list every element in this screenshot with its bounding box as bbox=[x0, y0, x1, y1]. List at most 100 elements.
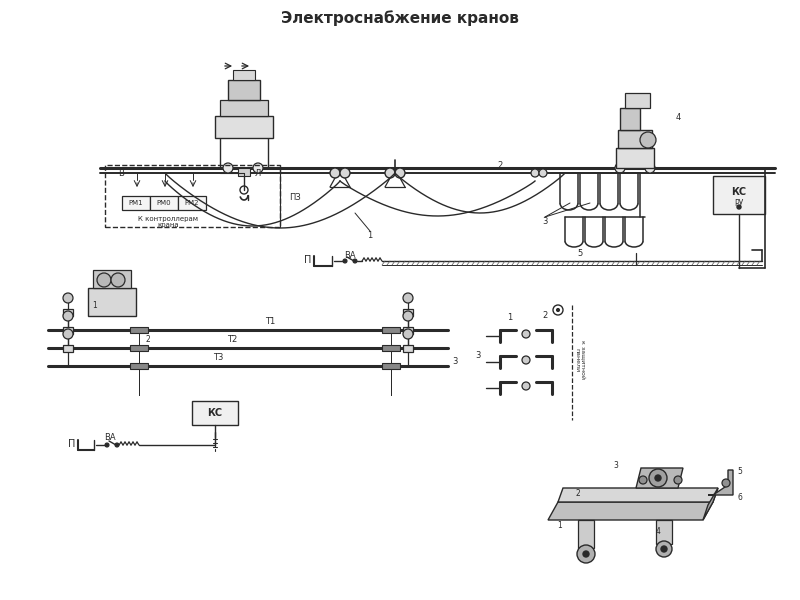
Bar bbox=[403, 327, 413, 334]
Bar bbox=[228, 80, 260, 100]
Text: Электроснабжение кранов: Электроснабжение кранов bbox=[281, 10, 519, 26]
Circle shape bbox=[330, 168, 340, 178]
Text: РМ2: РМ2 bbox=[185, 200, 199, 206]
Bar bbox=[93, 270, 131, 288]
Bar bbox=[616, 148, 654, 168]
Circle shape bbox=[522, 330, 530, 338]
Text: 1: 1 bbox=[507, 313, 513, 323]
Text: 2: 2 bbox=[498, 160, 502, 169]
Circle shape bbox=[539, 169, 547, 177]
Bar bbox=[130, 363, 148, 369]
Polygon shape bbox=[703, 488, 718, 520]
Bar bbox=[220, 100, 268, 116]
Text: РМ1: РМ1 bbox=[129, 200, 143, 206]
Circle shape bbox=[531, 169, 539, 177]
Text: РМ0: РМ0 bbox=[157, 200, 171, 206]
Text: 4: 4 bbox=[655, 527, 661, 536]
Text: П: П bbox=[304, 255, 312, 265]
Bar bbox=[130, 327, 148, 333]
Circle shape bbox=[63, 329, 73, 339]
Text: 3: 3 bbox=[452, 358, 458, 367]
Bar bbox=[238, 168, 250, 176]
Text: 4: 4 bbox=[675, 113, 681, 122]
Text: Т1: Т1 bbox=[265, 317, 275, 326]
Bar bbox=[403, 309, 413, 316]
Text: 6: 6 bbox=[738, 493, 742, 503]
Text: 1: 1 bbox=[558, 521, 562, 530]
Circle shape bbox=[223, 163, 233, 173]
Circle shape bbox=[395, 168, 405, 178]
Circle shape bbox=[661, 546, 667, 552]
Text: КС: КС bbox=[207, 408, 222, 418]
Circle shape bbox=[403, 311, 413, 321]
Bar bbox=[578, 520, 594, 548]
Circle shape bbox=[583, 551, 589, 557]
Bar bbox=[122, 196, 150, 210]
Text: К контроллерам
крана: К контроллерам крана bbox=[138, 215, 198, 229]
Bar bbox=[105, 165, 280, 227]
Bar bbox=[625, 93, 650, 108]
Polygon shape bbox=[558, 488, 718, 502]
Circle shape bbox=[353, 259, 357, 263]
Circle shape bbox=[522, 356, 530, 364]
Bar bbox=[382, 363, 400, 369]
Text: 2: 2 bbox=[576, 490, 580, 499]
Circle shape bbox=[63, 293, 73, 303]
Bar bbox=[63, 327, 73, 334]
Bar bbox=[233, 70, 255, 80]
Text: 3: 3 bbox=[475, 352, 481, 361]
Circle shape bbox=[340, 168, 350, 178]
Circle shape bbox=[522, 382, 530, 390]
Circle shape bbox=[403, 293, 413, 303]
Bar bbox=[382, 327, 400, 333]
Text: 3: 3 bbox=[614, 461, 618, 470]
Text: 2: 2 bbox=[146, 335, 150, 344]
Polygon shape bbox=[636, 468, 683, 488]
Bar bbox=[63, 345, 73, 352]
Polygon shape bbox=[708, 470, 733, 495]
Circle shape bbox=[343, 259, 347, 263]
Bar bbox=[215, 116, 273, 138]
Bar bbox=[150, 196, 178, 210]
Circle shape bbox=[97, 273, 111, 287]
Text: РУ: РУ bbox=[734, 199, 744, 208]
Text: 1: 1 bbox=[92, 301, 97, 310]
Circle shape bbox=[649, 469, 667, 487]
Circle shape bbox=[253, 163, 263, 173]
Text: КС: КС bbox=[731, 187, 746, 197]
Text: Т3: Т3 bbox=[213, 353, 223, 362]
Circle shape bbox=[645, 163, 655, 173]
Circle shape bbox=[655, 475, 661, 481]
Bar bbox=[88, 288, 136, 316]
Circle shape bbox=[737, 205, 741, 209]
Text: 5: 5 bbox=[738, 467, 742, 476]
Circle shape bbox=[674, 476, 682, 484]
Bar bbox=[382, 345, 400, 351]
Circle shape bbox=[115, 443, 119, 447]
Text: к защитной
панели: к защитной панели bbox=[574, 340, 586, 379]
Circle shape bbox=[63, 311, 73, 321]
Text: В: В bbox=[118, 169, 124, 178]
Circle shape bbox=[722, 479, 730, 487]
Text: ВА: ВА bbox=[104, 433, 116, 442]
Bar bbox=[130, 345, 148, 351]
Circle shape bbox=[615, 163, 625, 173]
Bar bbox=[403, 345, 413, 352]
Circle shape bbox=[105, 443, 109, 447]
Circle shape bbox=[640, 132, 656, 148]
Circle shape bbox=[557, 308, 559, 311]
Text: 1: 1 bbox=[367, 230, 373, 239]
Polygon shape bbox=[548, 502, 713, 520]
Text: П: П bbox=[68, 439, 76, 449]
Circle shape bbox=[577, 545, 595, 563]
Text: Л: Л bbox=[255, 169, 261, 178]
Circle shape bbox=[111, 273, 125, 287]
Circle shape bbox=[656, 541, 672, 557]
Bar bbox=[713, 176, 765, 214]
Bar bbox=[618, 130, 652, 148]
Text: 5: 5 bbox=[578, 248, 582, 257]
Circle shape bbox=[639, 476, 647, 484]
Text: ПЗ: ПЗ bbox=[289, 193, 301, 202]
Circle shape bbox=[403, 329, 413, 339]
Bar bbox=[620, 108, 640, 130]
